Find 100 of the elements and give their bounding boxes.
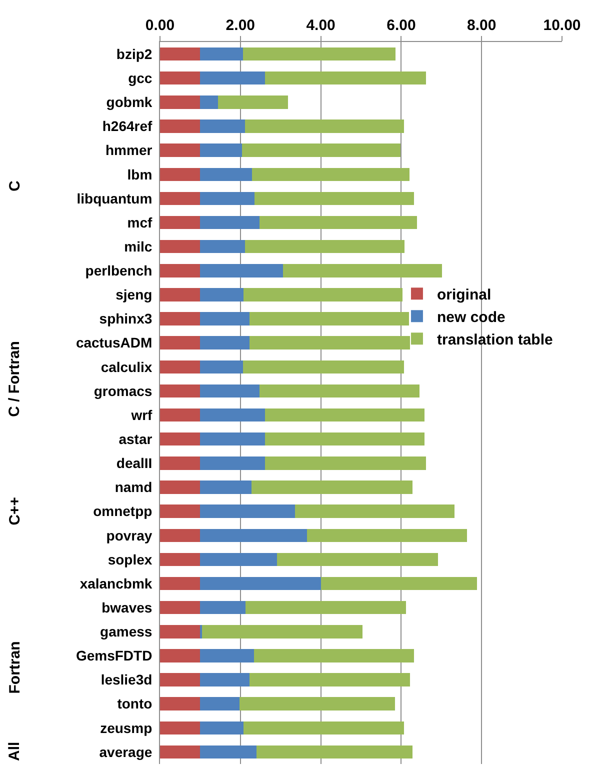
text: All bbox=[6, 742, 24, 761]
y-tick-label: hmmer bbox=[106, 142, 153, 158]
y-tick-label: GemsFDTD bbox=[76, 648, 152, 664]
bar bbox=[200, 528, 308, 542]
bar bbox=[160, 600, 200, 614]
bar bbox=[200, 504, 296, 518]
x-tick-label: 2.00 bbox=[226, 17, 255, 34]
text: C++ bbox=[6, 496, 24, 526]
y-tick-label: omnetpp bbox=[93, 503, 152, 520]
bar bbox=[200, 360, 243, 374]
bar bbox=[200, 312, 250, 326]
bar bbox=[264, 432, 425, 446]
bar bbox=[200, 456, 265, 470]
bar bbox=[250, 673, 410, 686]
bar bbox=[200, 264, 284, 278]
y-tick-label: perlbench bbox=[85, 262, 152, 279]
y-tick-label: mcf bbox=[127, 214, 153, 230]
bar bbox=[160, 745, 200, 759]
bar bbox=[200, 71, 265, 85]
bar bbox=[200, 168, 252, 181]
y-tick-label: leslie3d bbox=[100, 672, 152, 688]
bar bbox=[160, 697, 200, 710]
bar bbox=[160, 360, 200, 374]
bar bbox=[160, 552, 200, 566]
bar bbox=[200, 432, 265, 446]
bar bbox=[242, 360, 404, 374]
y-tick-label: dealII bbox=[116, 455, 152, 472]
y-tick-label: wrf bbox=[130, 406, 153, 423]
bar bbox=[295, 504, 455, 518]
bar bbox=[160, 649, 200, 662]
bar bbox=[200, 47, 243, 61]
legend-label: original bbox=[436, 286, 492, 304]
y-tick-label: gobmk bbox=[106, 94, 152, 110]
bar bbox=[160, 721, 200, 735]
bar bbox=[160, 288, 200, 302]
bar bbox=[160, 336, 200, 350]
bar bbox=[160, 408, 200, 422]
y-tick-label: gamess bbox=[100, 624, 152, 640]
bar bbox=[160, 168, 200, 181]
bar bbox=[202, 625, 363, 638]
bar bbox=[160, 432, 200, 446]
bar bbox=[200, 216, 260, 230]
bar bbox=[200, 288, 244, 302]
bar bbox=[244, 721, 404, 735]
bar bbox=[200, 721, 244, 735]
bar bbox=[200, 408, 265, 422]
bar bbox=[276, 552, 438, 566]
bar bbox=[160, 96, 200, 109]
bar bbox=[200, 144, 242, 157]
bar bbox=[200, 96, 218, 109]
bar bbox=[160, 625, 200, 638]
bar bbox=[244, 120, 404, 133]
y-tick-label: bwaves bbox=[102, 599, 152, 616]
bar bbox=[160, 456, 200, 470]
bar bbox=[160, 144, 200, 157]
bar bbox=[264, 456, 426, 470]
bar bbox=[252, 168, 410, 181]
y-tick-label: gromacs bbox=[94, 382, 152, 399]
bar bbox=[160, 576, 200, 590]
bar bbox=[160, 312, 200, 326]
y-tick-label: cactusADM bbox=[76, 334, 152, 351]
bar bbox=[160, 264, 200, 278]
y-tick-label: astar bbox=[118, 431, 153, 447]
y-tick-label: h264ref bbox=[102, 118, 153, 134]
bar bbox=[200, 697, 240, 710]
x-tick-label: 8.00 bbox=[467, 17, 496, 34]
y-tick-label: gcc bbox=[128, 70, 152, 86]
y-tick-label: sphinx3 bbox=[99, 310, 152, 327]
bar bbox=[242, 144, 400, 157]
legend-label: translation table bbox=[436, 331, 553, 348]
y-tick-label: tonto bbox=[117, 696, 152, 712]
bar bbox=[200, 552, 277, 566]
bar bbox=[250, 312, 410, 326]
bar bbox=[160, 47, 200, 61]
bar bbox=[200, 649, 254, 662]
bar bbox=[160, 240, 200, 254]
bar bbox=[160, 504, 200, 518]
bar bbox=[160, 673, 200, 686]
bar bbox=[283, 264, 442, 278]
bar bbox=[254, 192, 414, 206]
bar bbox=[218, 96, 288, 109]
bar bbox=[160, 528, 200, 542]
x-tick-label: 0.00 bbox=[145, 17, 175, 34]
bar bbox=[307, 528, 468, 542]
bar bbox=[200, 120, 245, 133]
bar bbox=[260, 216, 417, 230]
y-tick-label: sjeng bbox=[116, 286, 152, 303]
bar bbox=[200, 576, 322, 590]
bar bbox=[246, 600, 406, 614]
bar bbox=[200, 745, 256, 759]
bar bbox=[200, 673, 250, 686]
bar bbox=[264, 71, 426, 85]
y-tick-label: milc bbox=[124, 238, 152, 254]
bar bbox=[160, 120, 200, 133]
text: C / Fortran bbox=[6, 341, 24, 417]
y-tick-label: namd bbox=[114, 479, 152, 496]
y-tick-label: bzip2 bbox=[116, 46, 152, 62]
bar bbox=[160, 192, 200, 206]
bar bbox=[321, 576, 478, 590]
bar bbox=[160, 216, 200, 230]
